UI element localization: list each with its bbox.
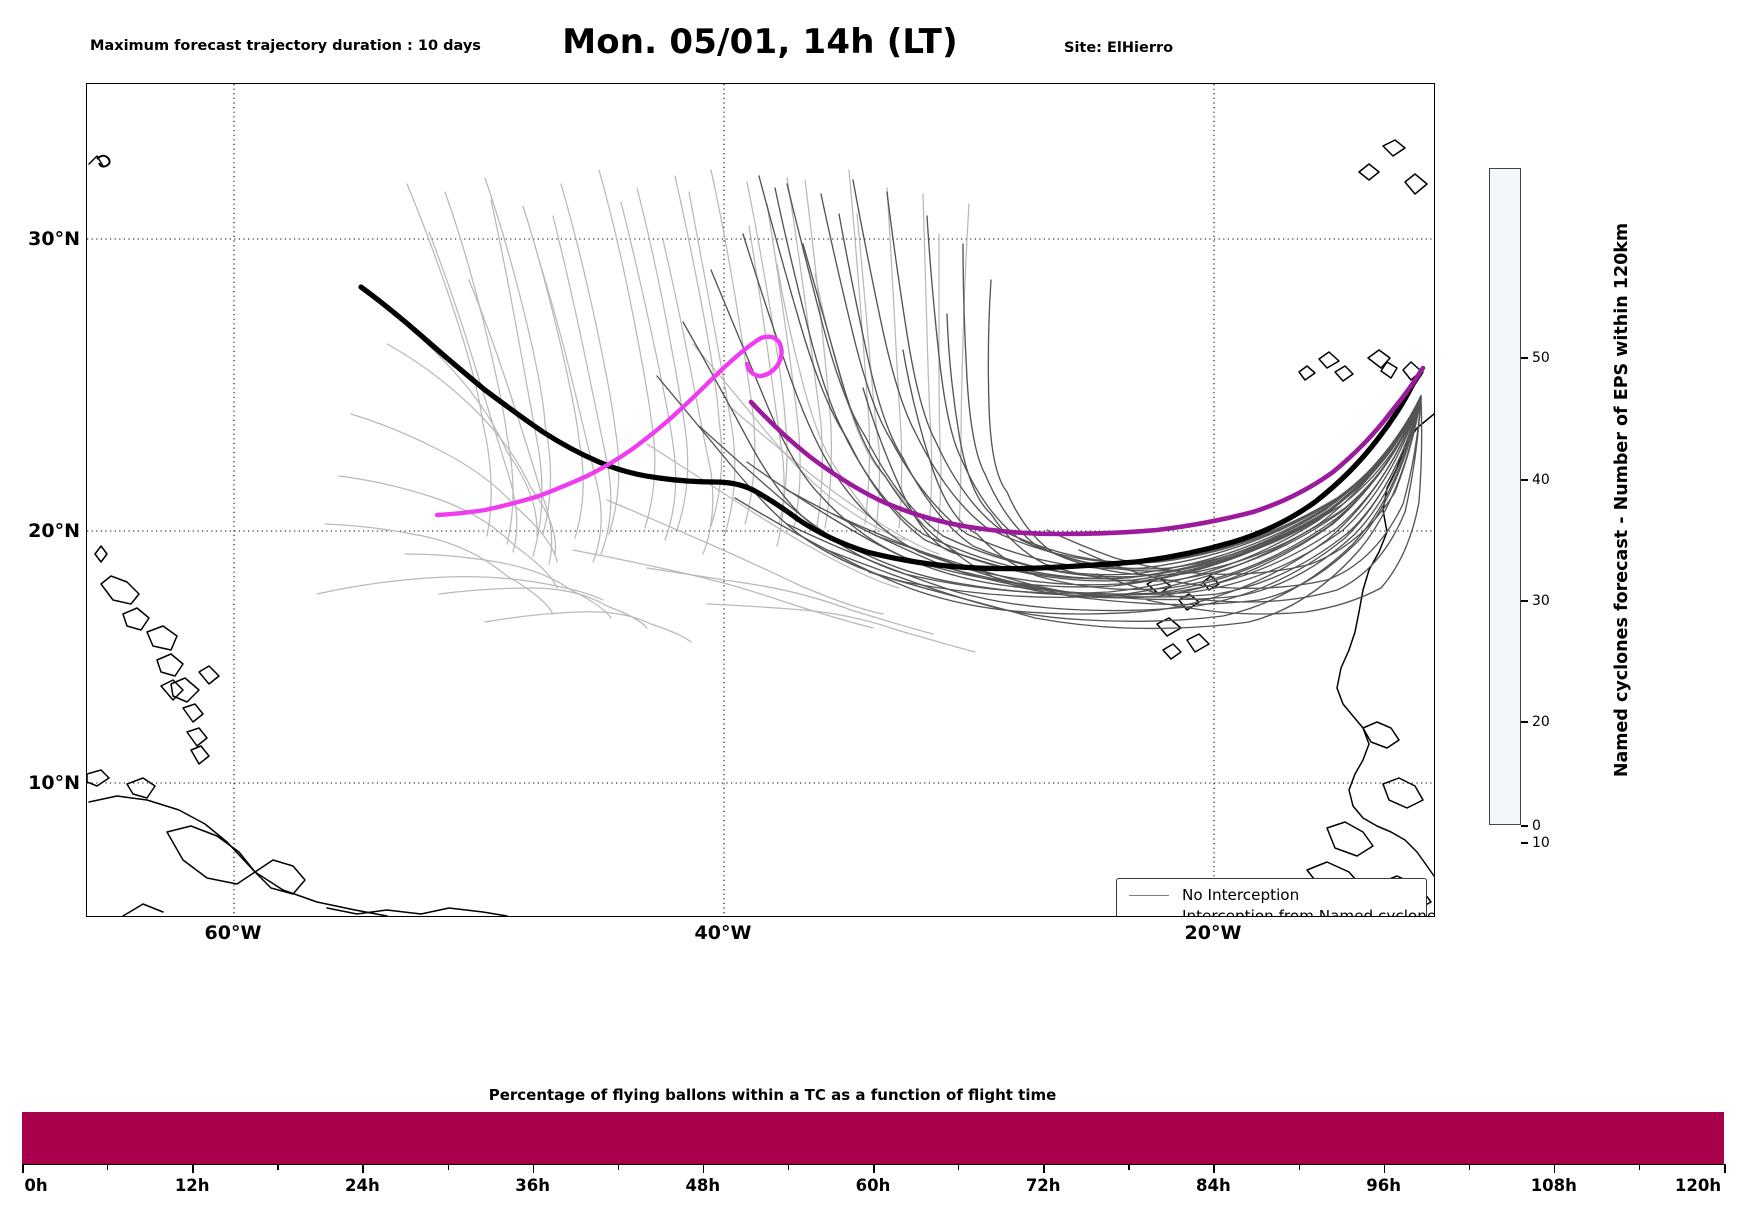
- flight-time-tick: [22, 1164, 24, 1173]
- flight-time-minor-tick: [787, 1164, 790, 1170]
- legend-item-named-cyclone[interactable]: Interception from Named cyclone: [1126, 906, 1434, 916]
- flight-time-tick: [702, 1164, 705, 1173]
- flight-time-tick-label: 108h: [1530, 1176, 1577, 1195]
- colorbar-tick-20: 20: [1521, 714, 1550, 730]
- flight-time-tick: [1553, 1164, 1556, 1173]
- flight-time-tick-label: 120h: [1674, 1176, 1722, 1195]
- lon-tick-60W: 60°W: [204, 922, 262, 944]
- header-right-line-0: Site: ElHierro: [1064, 40, 1174, 57]
- flight-time-tick-label: 72h: [1025, 1176, 1061, 1195]
- legend-label-no-interception: No Interception: [1182, 886, 1300, 905]
- lat-tick-10N: 10°N: [28, 772, 80, 794]
- flight-time-minor-tick: [958, 1164, 960, 1170]
- map-plot-area[interactable]: No Interception Interception from Named …: [86, 83, 1435, 917]
- lat-tick-20N: 20°N: [28, 520, 80, 542]
- bottom-bar-title: Percentage of flying ballons within a TC…: [488, 1086, 1057, 1104]
- flight-time-minor-tick: [1468, 1164, 1470, 1170]
- colorbar-tick-10: 10: [1521, 835, 1550, 851]
- flight-time-minor-tick: [617, 1164, 619, 1170]
- eps-no-interception-tracks: [316, 169, 976, 653]
- flight-time-tick: [1043, 1164, 1045, 1173]
- map-legend[interactable]: No Interception Interception from Named …: [1116, 878, 1434, 916]
- legend-label-named-cyclone: Interception from Named cyclone: [1182, 907, 1435, 917]
- page-title: Mon. 05/01, 14h (LT): [562, 22, 958, 62]
- legend-swatch-no-interception: [1126, 894, 1172, 896]
- tc-obs-marker: [96, 154, 111, 168]
- hres-track: [748, 365, 1426, 537]
- tc-observed-track: [434, 334, 784, 518]
- flight-time-tick-label: 60h: [855, 1176, 891, 1195]
- flight-time-tick: [192, 1164, 194, 1173]
- flight-time-minor-tick: [107, 1164, 109, 1170]
- flight-time-tick-label: 84h: [1196, 1176, 1231, 1195]
- colorbar-tick-30: 30: [1521, 593, 1550, 609]
- flight-time-tick: [532, 1164, 535, 1173]
- coastlines: [87, 139, 1434, 916]
- flight-time-tick: [1213, 1164, 1215, 1173]
- eps-cluster-tracks: [656, 175, 1423, 630]
- flight-time-tick-label: 24h: [345, 1176, 380, 1195]
- colorbar-ticks: 50 40 30 20 10: [1521, 160, 1581, 851]
- flight-time-tick-label: 48h: [685, 1176, 721, 1195]
- flight-time-minor-tick: [1298, 1164, 1300, 1170]
- flight-time-minor-tick: [277, 1164, 279, 1170]
- flight-time-tick: [1383, 1164, 1386, 1173]
- map-gridlines: [87, 84, 1434, 916]
- colorbar-tick-40: 40: [1521, 472, 1550, 488]
- colorbar-label: Named cyclones forecast - Number of EPS …: [1612, 222, 1632, 778]
- colorbar[interactable]: [1489, 168, 1521, 825]
- flight-time-bar-fill: [22, 1112, 1724, 1164]
- flight-time-minor-tick: [1128, 1164, 1130, 1170]
- flight-time-tick: [1724, 1164, 1726, 1173]
- legend-swatch-named-cyclone: [1126, 915, 1172, 916]
- flight-time-tick-label: 96h: [1366, 1176, 1401, 1195]
- lat-tick-30N: 30°N: [28, 228, 80, 250]
- flight-time-tick-label: 12h: [174, 1176, 210, 1195]
- flight-time-tick-label: 0h: [24, 1176, 48, 1195]
- analysis-track: [358, 284, 1424, 572]
- flight-time-tick-label: 36h: [515, 1176, 550, 1195]
- map-canvas: [87, 84, 1434, 916]
- lon-tick-20W: 20°W: [1184, 922, 1242, 944]
- legend-item-no-interception[interactable]: No Interception: [1126, 885, 1417, 906]
- flight-time-bar[interactable]: 0h 12h 24h 36h 48h 60h 72h 84h 96h 108h 120h: [22, 1112, 1726, 1195]
- colorbar-tick-50: 50: [1521, 350, 1550, 366]
- colorbar-tick-0: 0: [1521, 818, 1541, 834]
- lon-tick-40W: 40°W: [694, 922, 752, 944]
- flight-time-tick: [362, 1164, 364, 1173]
- flight-time-minor-tick: [1638, 1164, 1641, 1170]
- flight-time-tick: [873, 1164, 875, 1173]
- header-left-line-0: Maximum forecast trajectory duration : 1…: [90, 38, 481, 55]
- flight-time-minor-tick: [447, 1164, 449, 1170]
